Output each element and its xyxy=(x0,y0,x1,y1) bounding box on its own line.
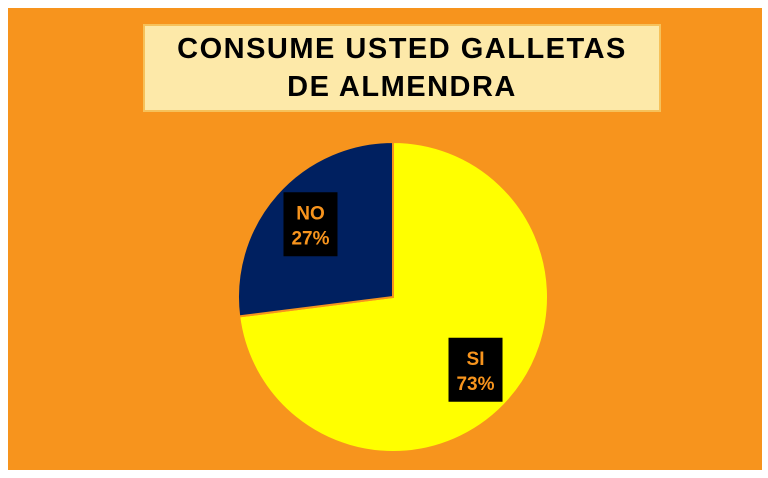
data-label-box xyxy=(448,337,503,402)
value-label: 27% xyxy=(291,228,329,249)
category-label: NO xyxy=(296,203,325,224)
value-label: 73% xyxy=(456,374,494,395)
category-label: SI xyxy=(467,349,485,370)
chart-title: CONSUME USTED GALLETAS DE ALMENDRA xyxy=(143,24,661,112)
data-label-box xyxy=(283,192,338,257)
